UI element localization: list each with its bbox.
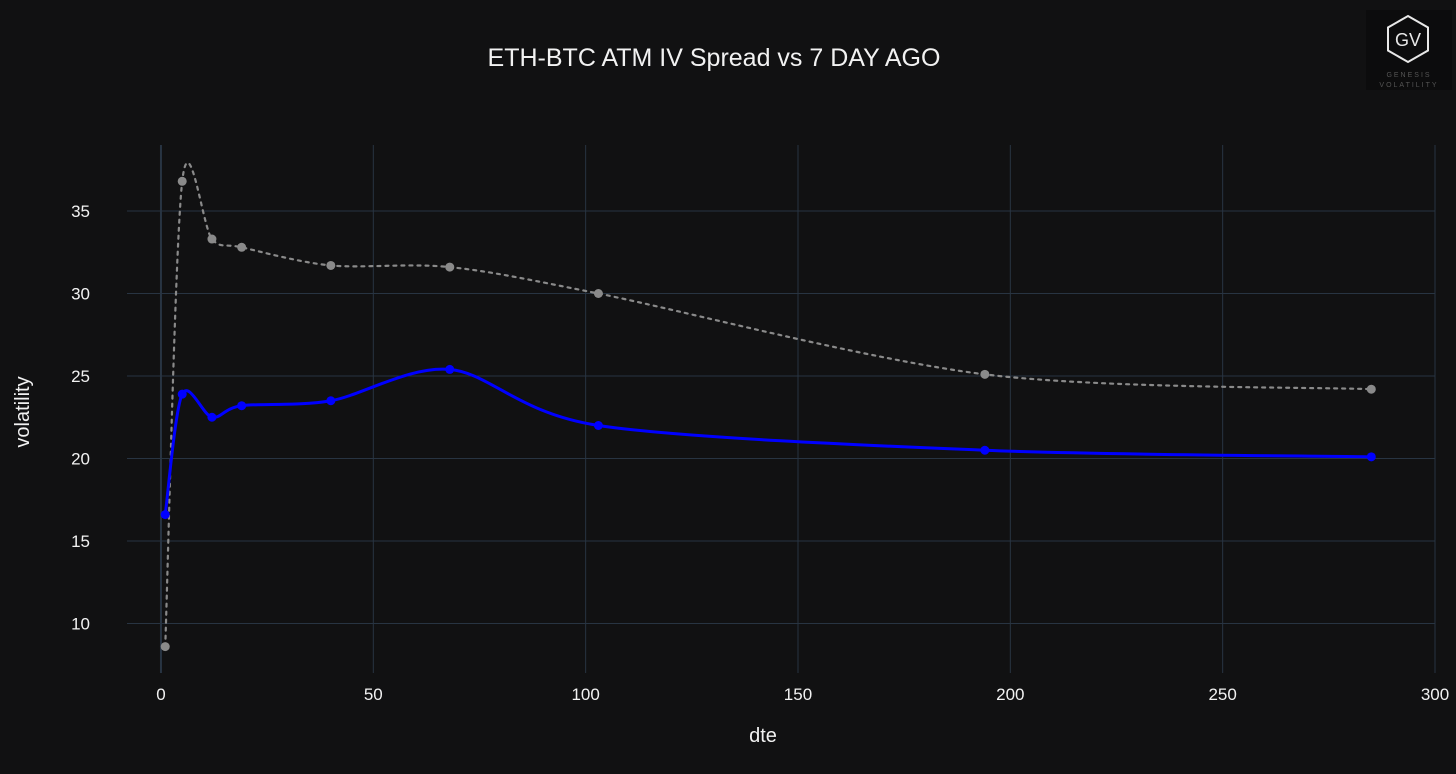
y-tick-label-20: 20	[71, 450, 90, 469]
series-0-point-1	[177, 389, 187, 399]
y-tick-label-30: 30	[71, 285, 90, 304]
series-0-point-4	[326, 396, 336, 406]
series-1-point-7	[980, 369, 990, 379]
logo-initials: GV	[1395, 30, 1421, 50]
series-0-point-7	[980, 445, 990, 455]
chart-title: ETH-BTC ATM IV Spread vs 7 DAY AGO	[488, 44, 941, 72]
series-1-point-1	[177, 176, 187, 186]
series-0-point-6	[593, 421, 603, 430]
y-tick-label-35: 35	[71, 202, 90, 221]
series-1	[160, 161, 1376, 652]
series-0-point-2	[207, 412, 217, 422]
y-axis-label: volatility	[12, 376, 34, 447]
genesis-volatility-logo: GV GENESIS VOLATILITY	[1366, 10, 1452, 90]
series-0-point-8	[1366, 452, 1376, 462]
series-1-point-2	[207, 234, 217, 244]
x-axis-label: dte	[749, 725, 777, 747]
series-1-point-3	[237, 242, 247, 252]
grid-lines	[127, 145, 1436, 673]
x-tick-label-300: 300	[1421, 685, 1449, 704]
series-0	[160, 364, 1376, 520]
series-1-point-8	[1366, 384, 1376, 394]
hexagon-icon	[1387, 14, 1429, 64]
series-1-point-0	[160, 642, 170, 652]
logo-line-2: VOLATILITY	[1379, 82, 1438, 89]
y-tick-label-25: 25	[71, 367, 90, 386]
x-tick-label-100: 100	[571, 685, 599, 704]
data-series	[160, 161, 1376, 652]
series-1-point-4	[326, 260, 336, 270]
x-tick-label-50: 50	[364, 685, 383, 704]
x-tick-label-200: 200	[996, 685, 1024, 704]
series-0-point-3	[237, 401, 247, 411]
logo-line-1: GENESIS	[1386, 72, 1431, 79]
series-1-point-5	[445, 262, 455, 272]
logo-background	[1366, 10, 1452, 90]
y-tick-label-15: 15	[71, 532, 90, 551]
series-0-point-0	[160, 510, 170, 520]
series-0-point-5	[445, 364, 455, 374]
series-1-point-6	[593, 289, 603, 298]
y-tick-label-10: 10	[71, 615, 90, 634]
x-tick-label-150: 150	[784, 685, 812, 704]
x-tick-label-250: 250	[1208, 685, 1236, 704]
x-tick-label-0: 0	[156, 685, 165, 704]
tick-labels: 0 50 100 150 200 250 300 10 15 20 25 30 35	[71, 202, 1449, 704]
